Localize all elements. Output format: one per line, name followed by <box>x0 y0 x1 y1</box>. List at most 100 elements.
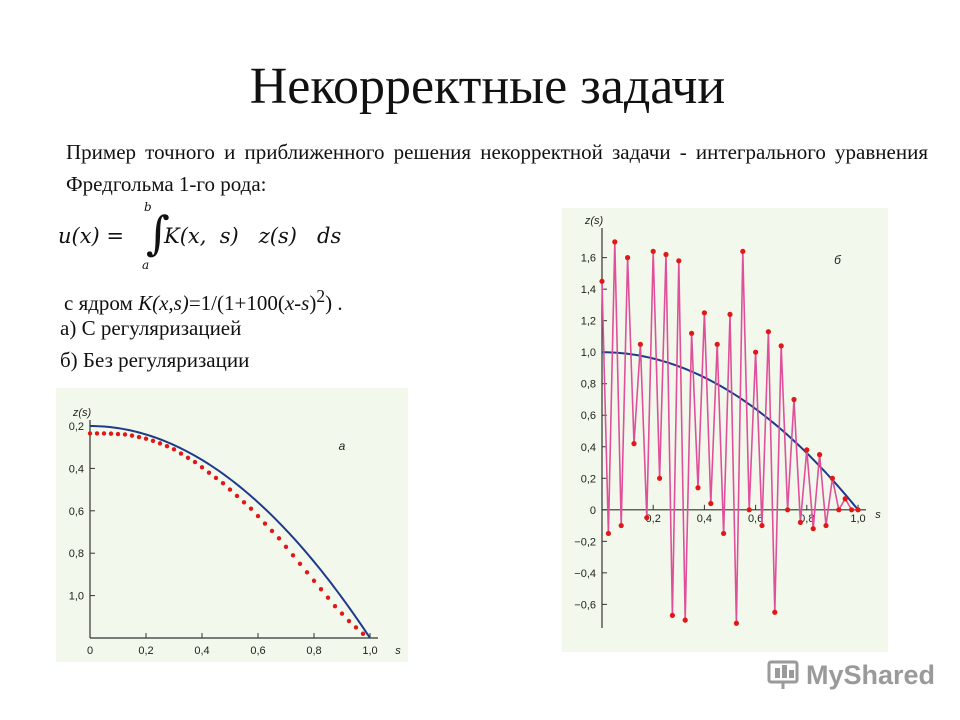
x-tick-label: 0,8 <box>799 513 814 525</box>
unregularized-point <box>842 496 848 502</box>
approx-point <box>108 431 114 436</box>
approx-point <box>206 470 212 475</box>
watermark-text: MyShared <box>806 660 936 690</box>
unregularized-point <box>663 251 669 258</box>
panel-label: б <box>834 253 842 267</box>
unregularized-point <box>708 500 714 507</box>
unregularized-point <box>612 239 618 245</box>
presentation-icon <box>767 660 799 689</box>
y-tick-label: −0,2 <box>574 536 596 548</box>
x-tick-label: 0,2 <box>138 645 153 657</box>
plot-regularized-svg: 0,2 0,4 0,6 0,8 1,0 0 0,2 0,4 0,6 0,8 1,0 z(s) s а <box>56 388 408 662</box>
x-axis-label: s <box>395 645 401 657</box>
unregularized-point <box>701 310 707 316</box>
unregularized-point <box>791 396 797 403</box>
unregularized-point <box>746 507 752 513</box>
unregularized-point <box>823 522 829 529</box>
approx-point <box>115 431 121 437</box>
approx-point <box>276 536 282 541</box>
approx-point <box>290 553 296 558</box>
kernel-tail: ) <box>309 291 317 315</box>
approx-point <box>199 465 205 470</box>
approx-point <box>311 578 317 583</box>
y-axis-label: z(s) <box>72 407 92 419</box>
y-tick-label: 1,2 <box>581 316 596 328</box>
approx-point <box>150 438 156 444</box>
x-axis-label: s <box>875 509 881 521</box>
approx-point <box>262 521 268 526</box>
unregularized-point <box>785 507 791 513</box>
unregularized-point <box>817 452 823 458</box>
unregularized-point <box>753 349 759 355</box>
unregularized-point <box>605 530 611 537</box>
y-tick-label: 0,2 <box>69 421 84 433</box>
x-tick-label: 1,0 <box>850 513 865 525</box>
plot-background-0 <box>56 388 408 662</box>
y-tick-label: 0,8 <box>69 548 84 560</box>
panel-label: а <box>339 439 346 453</box>
kernel-prefix: с ядром <box>64 291 139 315</box>
integral-sign: ∫ <box>146 206 170 260</box>
unregularized-point <box>625 255 631 261</box>
approx-point <box>157 441 163 446</box>
y-tick-label: 0,8 <box>581 379 596 391</box>
y-tick-label: 1,0 <box>69 591 84 603</box>
x-tick-label: 1,0 <box>362 645 377 657</box>
approx-point <box>339 611 345 616</box>
unregularized-point <box>772 609 778 615</box>
x-tick-label: 0,6 <box>748 513 763 525</box>
y-tick-label: 0,2 <box>581 473 596 485</box>
approx-point <box>136 434 142 440</box>
unregularized-point <box>836 507 842 513</box>
x-tick-label: 0,8 <box>306 645 321 657</box>
x-tick-label: 0,2 <box>646 513 661 525</box>
integral-upper-limit: b <box>144 200 152 214</box>
approx-point <box>346 618 352 624</box>
x-tick-label: 0,4 <box>697 513 712 525</box>
approx-point <box>94 431 100 436</box>
y-tick-label: 1,4 <box>581 284 596 296</box>
approx-point <box>178 451 184 456</box>
unregularized-point <box>669 612 675 618</box>
approx-point <box>213 475 219 481</box>
approx-point <box>325 595 331 600</box>
case-a-label: а) С регуляризацией <box>60 316 242 340</box>
approx-point <box>248 506 254 511</box>
y-tick-label: 0,6 <box>69 506 84 518</box>
approx-point <box>143 436 149 441</box>
approx-point <box>255 513 261 519</box>
formula-rhs: K(x, s) z(s) ds <box>164 224 342 248</box>
unregularized-point <box>797 519 803 526</box>
approx-point <box>129 433 135 438</box>
unregularized-point <box>657 475 663 481</box>
y-tick-label: 0,4 <box>581 442 596 454</box>
approx-point <box>234 493 240 499</box>
fredholm-formula: u(x) = b ∫ a K(x, s) z(s) ds <box>58 200 378 276</box>
y-tick-label: −0,4 <box>574 568 596 580</box>
exact-solution-curve <box>89 425 371 639</box>
approx-point <box>360 631 366 636</box>
approx-point <box>227 487 233 492</box>
approx-point <box>353 625 359 630</box>
y-tick-label: 0 <box>590 505 596 517</box>
unregularized-point <box>631 441 637 447</box>
case-b-label: б) Без регуляризации <box>60 348 250 372</box>
plot-regularized: 0,2 0,4 0,6 0,8 1,0 0 0,2 0,4 0,6 0,8 1,0 z(s) s а <box>56 388 408 662</box>
approx-point <box>192 459 198 465</box>
intro-text: Пример точного и приближенного решения н… <box>66 140 928 196</box>
unregularized-point <box>721 530 727 537</box>
approx-point <box>185 455 191 460</box>
approx-point <box>164 443 170 449</box>
unregularized-point <box>765 329 771 335</box>
x-tick-label: 0,6 <box>250 645 265 657</box>
approx-point <box>101 431 107 436</box>
y-tick-label: −0,6 <box>574 599 596 611</box>
plot-unregularized: 1,6 1,4 1,2 1,0 0,8 0,6 0,4 0,2 0 −0,2 −0,4 −0,6 0,2… <box>562 208 888 652</box>
kernel-expr: K(x,s) <box>138 291 189 315</box>
approx-point <box>122 432 128 437</box>
unregularized-point <box>855 507 861 513</box>
integral-lower-limit: a <box>142 258 150 272</box>
plot-unregularized-svg: 1,6 1,4 1,2 1,0 0,8 0,6 0,4 0,2 0 −0,2 −0,4 −0,6 0,2… <box>562 208 888 652</box>
slide-title: Некорректные задачи <box>249 58 726 115</box>
exact-solution-curve <box>601 351 859 511</box>
